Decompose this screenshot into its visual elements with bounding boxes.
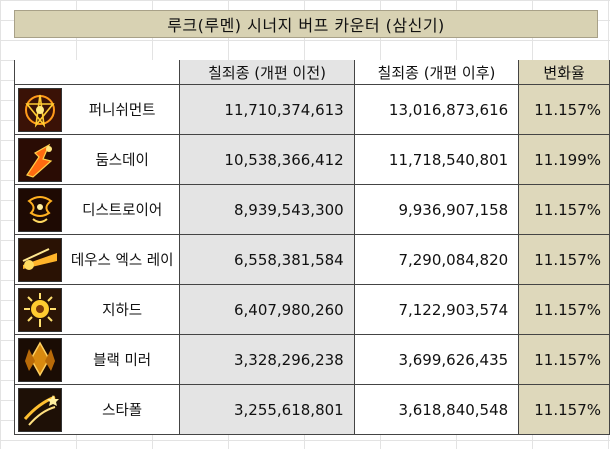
skill-name: 디스트로이어 — [64, 184, 181, 235]
jihad-skill-icon — [17, 287, 62, 332]
icon-cell — [14, 384, 65, 435]
value-rate: 11.157% — [518, 184, 610, 235]
icon-cell — [14, 334, 65, 385]
table-row: 퍼니쉬먼트 11,710,374,613 13,016,873,616 11.1… — [14, 84, 610, 135]
value-after: 3,618,840,548 — [354, 384, 520, 435]
table-row: 지하드 6,407,980,260 7,122,903,574 11.157% — [14, 284, 610, 335]
doomsday-skill-icon — [17, 137, 62, 182]
icon-cell — [14, 134, 65, 185]
deus-ex-ray-skill-icon — [17, 237, 62, 282]
table-row: 블랙 미러 3,328,296,238 3,699,626,435 11.157… — [14, 334, 610, 385]
value-after: 13,016,873,616 — [354, 84, 520, 135]
destroyer-skill-icon — [17, 187, 62, 232]
starfall-skill-icon — [17, 387, 62, 432]
value-after: 3,699,626,435 — [354, 334, 520, 385]
icon-cell — [14, 284, 65, 335]
table-row: 디스트로이어 8,939,543,300 9,936,907,158 11.15… — [14, 184, 610, 235]
value-before: 8,939,543,300 — [179, 184, 355, 235]
value-rate: 11.157% — [518, 234, 610, 285]
value-rate: 11.157% — [518, 284, 610, 335]
punishment-skill-icon — [17, 87, 62, 132]
skill-name: 퍼니쉬먼트 — [64, 84, 181, 135]
skill-name: 둠스데이 — [64, 134, 181, 185]
black-mirror-skill-icon — [17, 337, 62, 382]
skill-name: 블랙 미러 — [64, 334, 181, 385]
value-before: 10,538,366,412 — [179, 134, 355, 185]
value-after: 11,718,540,801 — [354, 134, 520, 185]
header-rate: 변화율 — [518, 60, 610, 85]
sheet-title: 루크(루멘) 시너지 버프 카운터 (삼신기) — [14, 10, 598, 38]
value-before: 3,328,296,238 — [179, 334, 355, 385]
value-rate: 11.199% — [518, 134, 610, 185]
table-row: 스타폴 3,255,618,801 3,618,840,548 11.157% — [14, 384, 610, 435]
table-header-row: 칠죄종 (개편 이전) 칠죄종 (개편 이후) 변화율 — [14, 60, 610, 85]
value-after: 7,122,903,574 — [354, 284, 520, 335]
value-before: 6,558,381,584 — [179, 234, 355, 285]
icon-cell — [14, 84, 65, 135]
value-before: 6,407,980,260 — [179, 284, 355, 335]
value-rate: 11.157% — [518, 334, 610, 385]
header-blank-name — [64, 60, 181, 85]
header-after: 칠죄종 (개편 이후) — [354, 60, 520, 85]
skill-name: 데우스 엑스 레이 — [64, 234, 181, 285]
table-body: 퍼니쉬먼트 11,710,374,613 13,016,873,616 11.1… — [14, 84, 610, 435]
table-row: 둠스데이 10,538,366,412 11,718,540,801 11.19… — [14, 134, 610, 185]
skill-name: 지하드 — [64, 284, 181, 335]
value-after: 7,290,084,820 — [354, 234, 520, 285]
skill-name: 스타폴 — [64, 384, 181, 435]
synergy-buff-table: 칠죄종 (개편 이전) 칠죄종 (개편 이후) 변화율 퍼니쉬먼트 11,710… — [14, 60, 610, 435]
value-before: 3,255,618,801 — [179, 384, 355, 435]
header-blank-icon — [14, 60, 65, 85]
icon-cell — [14, 234, 65, 285]
value-before: 11,710,374,613 — [179, 84, 355, 135]
value-rate: 11.157% — [518, 84, 610, 135]
value-after: 9,936,907,158 — [354, 184, 520, 235]
value-rate: 11.157% — [518, 384, 610, 435]
header-before: 칠죄종 (개편 이전) — [179, 60, 355, 85]
icon-cell — [14, 184, 65, 235]
table-row: 데우스 엑스 레이 6,558,381,584 7,290,084,820 11… — [14, 234, 610, 285]
